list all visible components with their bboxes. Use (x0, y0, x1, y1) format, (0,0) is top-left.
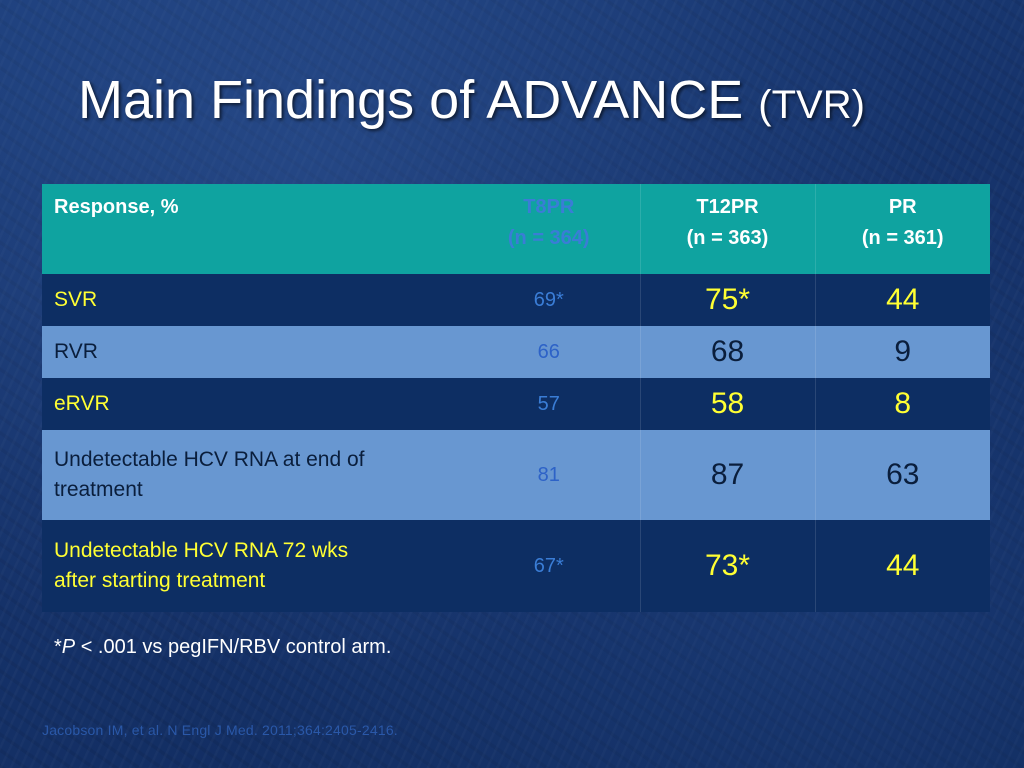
row-label-undetectable-eot: Undetectable HCV RNA at end of treatment (42, 430, 458, 520)
footnote-text: < .001 vs pegIFN/RBV control arm. (75, 636, 392, 658)
footnote: *P < .001 vs pegIFN/RBV control arm. (54, 636, 391, 659)
table-row: RVR 66 68 9 (42, 326, 990, 378)
header-t12pr-label: T12PR (696, 196, 759, 218)
row-label-line: after starting treatment (54, 569, 266, 592)
table-header-row: Response, % T8PR (n = 364) T12PR (n = 36… (42, 184, 990, 274)
row-label-rvr: RVR (54, 340, 98, 363)
cell-t12pr: 58 (639, 378, 815, 430)
table-row: SVR 69* 75* 44 (42, 274, 990, 326)
header-pr: PR (n = 361) (814, 184, 990, 274)
slide-title: Main Findings of ADVANCE (TVR) (78, 68, 865, 137)
row-label-ervr: eRVR (54, 392, 110, 415)
table-row: eRVR 57 58 8 (42, 378, 990, 430)
cell-t12pr: 87 (639, 430, 815, 520)
cell-t8pr: 69* (533, 288, 564, 311)
header-t8pr-label: T8PR (523, 196, 575, 218)
row-label-line: Undetectable HCV RNA 72 wks (54, 539, 349, 562)
row-label-line: Undetectable HCV RNA at end of (54, 448, 365, 471)
slide-title-main: Main Findings of ADVANCE (78, 70, 744, 130)
header-t8pr-n: (n = 364) (507, 227, 590, 249)
cell-pr: 9 (814, 326, 990, 378)
cell-t12pr: 73* (639, 520, 815, 612)
cell-pr: 44 (814, 520, 990, 612)
header-t12pr-n: (n = 363) (686, 227, 769, 249)
table-row: Undetectable HCV RNA 72 wks after starti… (42, 520, 990, 612)
cell-pr: 8 (814, 378, 990, 430)
cell-pr: 44 (814, 274, 990, 326)
cell-t8pr: 57 (537, 392, 560, 415)
slide-title-suffix: (TVR) (758, 83, 865, 127)
findings-table: Response, % T8PR (n = 364) T12PR (n = 36… (42, 184, 990, 612)
table-row: Undetectable HCV RNA at end of treatment… (42, 430, 990, 520)
header-response: Response, % (54, 196, 179, 218)
header-pr-n: (n = 361) (861, 227, 944, 249)
cell-t8pr: 81 (537, 463, 560, 486)
header-pr-label: PR (888, 196, 917, 218)
header-t8pr: T8PR (n = 364) (458, 184, 640, 274)
cell-t12pr: 68 (639, 326, 815, 378)
cell-t8pr: 66 (537, 340, 560, 363)
citation: Jacobson IM, et al. N Engl J Med. 2011;3… (42, 722, 398, 738)
row-label-line: treatment (54, 478, 143, 501)
header-t12pr: T12PR (n = 363) (639, 184, 815, 274)
footnote-p: P (61, 636, 76, 658)
row-label-undetectable-72wks: Undetectable HCV RNA 72 wks after starti… (42, 520, 458, 612)
footnote-star: * (54, 636, 62, 658)
row-label-svr: SVR (54, 288, 98, 311)
cell-t8pr: 67* (533, 554, 564, 577)
cell-t12pr: 75* (639, 274, 815, 326)
cell-pr: 63 (814, 430, 990, 520)
